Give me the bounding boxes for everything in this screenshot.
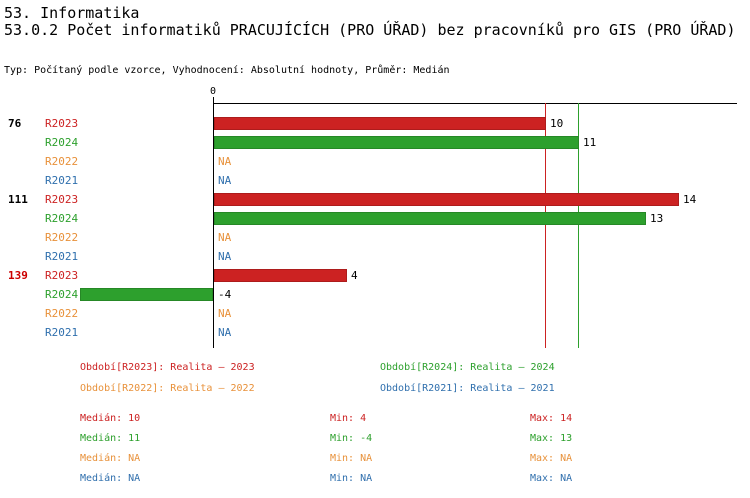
zero-axis-line xyxy=(213,97,214,348)
legend-item-r2022: Období[R2022]: Realita – 2022 xyxy=(80,383,255,394)
series-label: R2024 xyxy=(45,212,79,225)
chart-row-139-r2023: 139 R2023 4 xyxy=(0,266,750,285)
stat-max: Max: 14 xyxy=(530,413,573,424)
stats-row-r2023: Medián: 10 Min: 4 Max: 14 xyxy=(0,413,750,433)
legend-item-r2023: Období[R2023]: Realita – 2023 xyxy=(80,362,255,373)
stats-row-r2022: Medián: NA Min: NA Max: NA xyxy=(0,453,750,473)
series-label: R2023 xyxy=(45,193,79,206)
chart-row-139-r2022: R2022 NA xyxy=(0,304,750,323)
chart-row-111-r2023: 111 R2023 14 xyxy=(0,190,750,209)
legend-item-r2024: Období[R2024]: Realita – 2024 xyxy=(380,362,555,373)
stats-row-r2021: Medián: NA Min: NA Max: NA xyxy=(0,473,750,493)
chart-row-111-r2022: R2022 NA xyxy=(0,228,750,247)
page-subtitle: 53.0.2 Počet informatiků PRACUJÍCÍCH (PR… xyxy=(4,21,736,39)
value-label: 11 xyxy=(583,136,597,149)
chart-row-76-r2023: 76 R2023 10 xyxy=(0,114,750,133)
stat-min: Min: 4 xyxy=(330,413,367,424)
value-label: NA xyxy=(218,326,232,339)
chart-row-111-r2024: R2024 13 xyxy=(0,209,750,228)
chart-row-76-r2024: R2024 11 xyxy=(0,133,750,152)
series-label: R2021 xyxy=(45,174,79,187)
legend-item-r2021: Období[R2021]: Realita – 2021 xyxy=(380,383,555,394)
series-label: R2023 xyxy=(45,117,79,130)
stat-median: Medián: 10 xyxy=(80,413,141,424)
chart-top-border xyxy=(213,103,737,104)
bar-r2024 xyxy=(80,288,213,301)
group-label-76: 76 xyxy=(8,117,22,130)
stat-max: Max: NA xyxy=(530,473,573,484)
page-title: 53. Informatika xyxy=(4,4,140,22)
series-label: R2022 xyxy=(45,155,79,168)
stat-median: Medián: NA xyxy=(80,453,141,464)
series-label: R2024 xyxy=(45,288,79,301)
group-label-139: 139 xyxy=(8,269,28,282)
chart-row-139-r2024: R2024 -4 xyxy=(0,285,750,304)
bar-r2023 xyxy=(214,117,546,130)
stats-row-r2024: Medián: 11 Min: -4 Max: 13 xyxy=(0,433,750,453)
value-label: NA xyxy=(218,307,232,320)
bar-r2023 xyxy=(214,269,347,282)
value-label: 4 xyxy=(351,269,358,282)
value-label: NA xyxy=(218,250,232,263)
stat-median: Medián: 11 xyxy=(80,433,141,444)
median-line-r2023 xyxy=(545,103,546,348)
chart-row-76-r2022: R2022 NA xyxy=(0,152,750,171)
chart-row-139-r2021: R2021 NA xyxy=(0,323,750,342)
series-label: R2023 xyxy=(45,269,79,282)
value-label: -4 xyxy=(218,288,232,301)
series-label: R2021 xyxy=(45,250,79,263)
value-label: NA xyxy=(218,231,232,244)
chart-row-111-r2021: R2021 NA xyxy=(0,247,750,266)
group-label-111: 111 xyxy=(8,193,28,206)
stat-min: Min: -4 xyxy=(330,433,373,444)
bar-r2023 xyxy=(214,193,679,206)
stat-min: Min: NA xyxy=(330,473,373,484)
bar-r2024 xyxy=(214,136,579,149)
series-label: R2021 xyxy=(45,326,79,339)
series-label: R2022 xyxy=(45,307,79,320)
value-label: 10 xyxy=(550,117,564,130)
stat-max: Max: 13 xyxy=(530,433,573,444)
bar-r2024 xyxy=(214,212,646,225)
chart-row-76-r2021: R2021 NA xyxy=(0,171,750,190)
chart-meta-line: Typ: Počítaný podle vzorce, Vyhodnocení:… xyxy=(4,65,450,76)
stat-median: Medián: NA xyxy=(80,473,141,484)
median-line-r2024 xyxy=(578,103,579,348)
series-label: R2022 xyxy=(45,231,79,244)
value-label: 14 xyxy=(683,193,697,206)
series-label: R2024 xyxy=(45,136,79,149)
zero-axis-label: 0 xyxy=(209,86,217,97)
stat-min: Min: NA xyxy=(330,453,373,464)
value-label: NA xyxy=(218,174,232,187)
value-label: 13 xyxy=(650,212,664,225)
stat-max: Max: NA xyxy=(530,453,573,464)
value-label: NA xyxy=(218,155,232,168)
